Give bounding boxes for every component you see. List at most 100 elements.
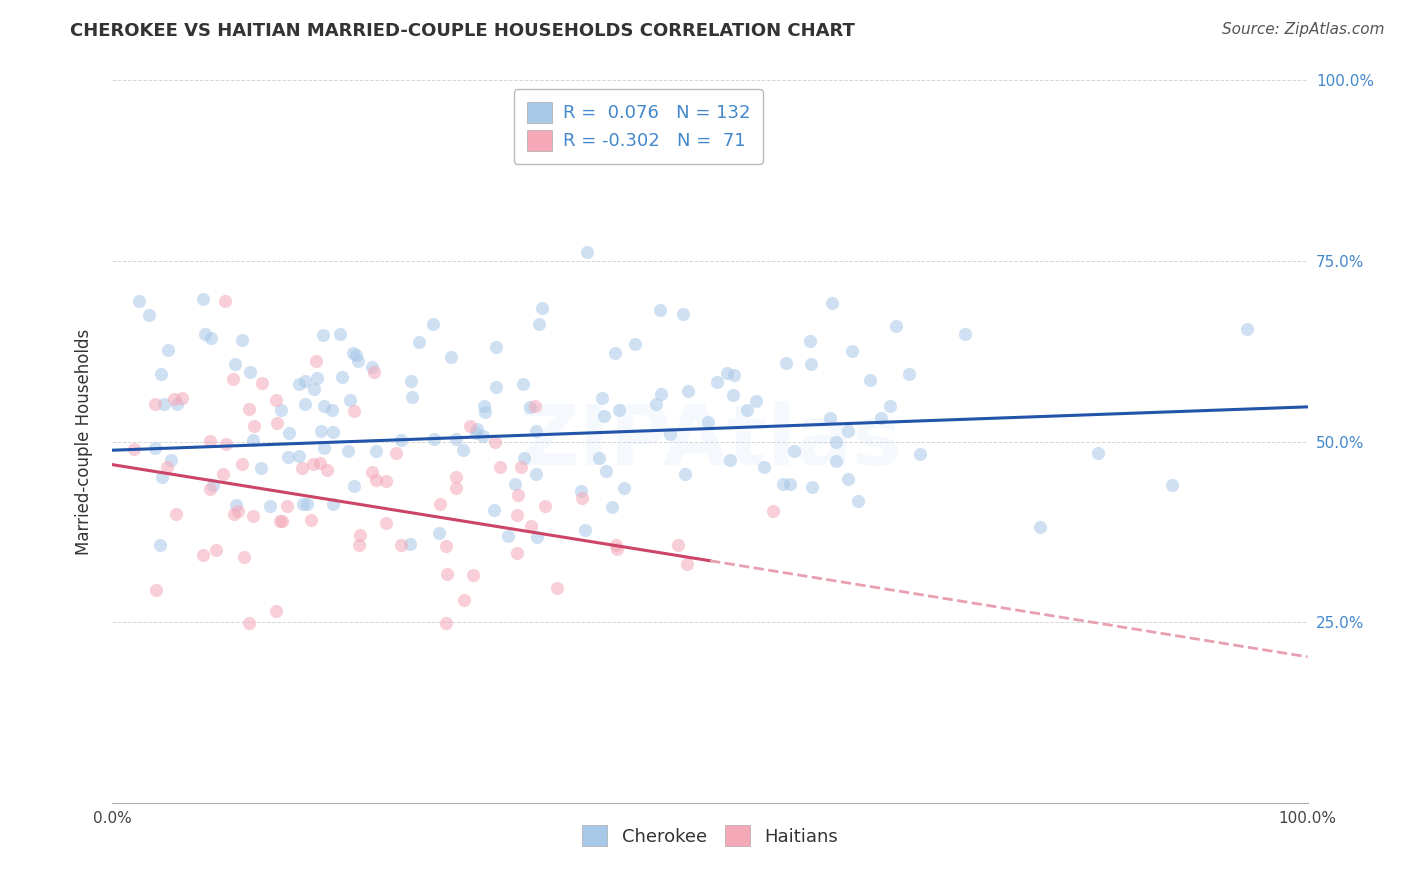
Point xyxy=(465,422,488,436)
Point xyxy=(366,444,388,458)
Point xyxy=(361,360,384,375)
Point xyxy=(212,467,235,481)
Point xyxy=(453,443,475,458)
Point xyxy=(506,508,529,523)
Point xyxy=(152,397,174,411)
Point xyxy=(165,508,187,522)
Point xyxy=(150,367,173,381)
Point xyxy=(772,477,794,491)
Point xyxy=(224,508,246,522)
Point xyxy=(277,425,299,440)
Point xyxy=(389,434,412,448)
Point xyxy=(472,399,495,413)
Point xyxy=(821,295,844,310)
Point xyxy=(322,425,344,439)
Point xyxy=(605,538,627,552)
Point xyxy=(302,383,325,397)
Point xyxy=(512,376,534,391)
Point xyxy=(277,450,299,464)
Point xyxy=(294,374,316,388)
Point xyxy=(488,460,510,475)
Point xyxy=(312,441,335,455)
Point xyxy=(908,447,931,461)
Point xyxy=(676,384,699,398)
Point xyxy=(276,499,298,513)
Point xyxy=(591,391,613,405)
Point xyxy=(232,550,254,565)
Point xyxy=(302,457,325,471)
Point xyxy=(595,464,617,478)
Point xyxy=(170,391,193,405)
Point xyxy=(198,483,221,497)
Point xyxy=(884,318,907,333)
Point xyxy=(824,454,846,468)
Point xyxy=(423,432,446,446)
Point xyxy=(346,354,368,368)
Point xyxy=(224,357,246,371)
Point xyxy=(846,494,869,508)
Point xyxy=(270,402,292,417)
Point xyxy=(312,328,335,343)
Point xyxy=(250,460,273,475)
Point xyxy=(316,463,339,477)
Point xyxy=(723,368,745,383)
Point xyxy=(592,409,614,424)
Point xyxy=(588,450,610,465)
Point xyxy=(453,592,475,607)
Point xyxy=(163,392,186,407)
Point xyxy=(239,365,262,379)
Point xyxy=(512,450,534,465)
Y-axis label: Married-couple Households: Married-couple Households xyxy=(75,328,93,555)
Point xyxy=(841,344,863,359)
Point xyxy=(375,516,398,531)
Point xyxy=(825,435,848,450)
Point xyxy=(231,333,253,347)
Point xyxy=(305,370,328,384)
Point xyxy=(290,461,312,475)
Point xyxy=(243,419,266,434)
Point xyxy=(444,470,467,484)
Point xyxy=(193,327,215,342)
Point xyxy=(434,539,457,553)
Point xyxy=(534,499,557,513)
Point xyxy=(606,542,628,557)
Point xyxy=(624,337,647,351)
Point xyxy=(361,465,384,479)
Point xyxy=(344,348,367,362)
Point xyxy=(645,396,668,410)
Point xyxy=(461,568,484,582)
Point xyxy=(650,387,672,401)
Point xyxy=(385,446,408,460)
Point xyxy=(347,538,370,552)
Point xyxy=(783,443,806,458)
Point xyxy=(143,397,166,411)
Point xyxy=(697,415,720,429)
Point xyxy=(524,467,547,481)
Point xyxy=(444,433,467,447)
Point xyxy=(519,400,541,414)
Point xyxy=(721,388,744,402)
Point xyxy=(659,426,682,441)
Point xyxy=(231,457,253,471)
Point xyxy=(399,374,422,388)
Point xyxy=(801,480,824,494)
Point xyxy=(716,366,738,380)
Point xyxy=(775,356,797,370)
Point xyxy=(330,370,353,384)
Point xyxy=(225,499,247,513)
Point xyxy=(122,442,145,456)
Point xyxy=(498,529,520,543)
Point xyxy=(526,424,548,438)
Point xyxy=(222,372,245,386)
Point xyxy=(321,403,343,417)
Point xyxy=(531,301,554,316)
Point xyxy=(520,519,543,533)
Point xyxy=(204,543,226,558)
Point xyxy=(524,399,547,413)
Point xyxy=(242,433,264,447)
Point xyxy=(1160,478,1182,492)
Point xyxy=(762,504,785,518)
Point xyxy=(718,452,741,467)
Point xyxy=(215,437,238,451)
Point xyxy=(214,293,236,308)
